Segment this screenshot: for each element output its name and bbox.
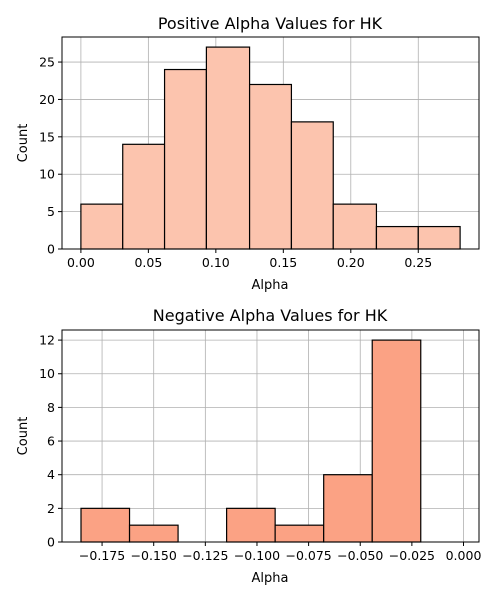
bars: [80, 46, 461, 250]
histogram-bar: [417, 225, 461, 250]
y-tick-label: 20: [39, 92, 55, 107]
x-tick-label: 0.20: [337, 255, 365, 270]
x-tick-label: −0.100: [234, 548, 280, 563]
plot-frame: [61, 36, 480, 250]
negative-alpha-histogram: Negative Alpha Values for HK Alpha Count…: [16, 306, 481, 586]
plot-frame: [61, 329, 480, 543]
chart-title: Positive Alpha Values for HK: [158, 14, 383, 33]
y-tick-label: 12: [39, 333, 55, 348]
x-tick-label: −0.075: [285, 548, 331, 563]
y-tick-label: 6: [47, 434, 55, 449]
histogram-bar: [248, 83, 293, 250]
histogram-bar: [371, 339, 422, 543]
histogram-bar: [332, 203, 378, 250]
x-tick-label: −0.025: [389, 548, 435, 563]
y-tick-label: 0: [47, 242, 55, 257]
x-axis-label: Alpha: [252, 278, 289, 293]
histogram-bar: [80, 507, 131, 543]
histogram-bar: [128, 524, 179, 543]
histogram-bar: [290, 121, 334, 250]
bars: [80, 339, 422, 543]
y-tick-label: 5: [47, 204, 55, 219]
y-tick-label: 10: [39, 366, 55, 381]
x-tick-label: −0.175: [79, 548, 125, 563]
histogram-bar: [226, 507, 276, 543]
histogram-bar: [163, 68, 207, 250]
x-axis-label: Alpha: [252, 571, 289, 586]
histogram-bar: [80, 203, 124, 250]
chart-title: Negative Alpha Values for HK: [153, 306, 388, 325]
y-axis-label: Count: [16, 417, 31, 456]
y-tick-label: 0: [47, 535, 55, 550]
histogram-bar: [323, 474, 373, 543]
x-tick-label: −0.125: [182, 548, 228, 563]
histogram-bar: [274, 524, 325, 543]
y-tick-label: 8: [47, 400, 55, 415]
y-tick-label: 4: [47, 467, 55, 482]
histogram-bar: [205, 46, 251, 250]
histogram-bar: [122, 143, 166, 250]
y-tick-label: 10: [39, 167, 55, 182]
y-tick-label: 25: [39, 55, 55, 70]
x-tick-label: 0.10: [202, 255, 230, 270]
x-tick-label: 0.15: [269, 255, 297, 270]
x-tick-label: −0.050: [337, 548, 383, 563]
positive-alpha-histogram: Positive Alpha Values for HK Alpha Count…: [16, 14, 480, 293]
y-tick-label: 2: [47, 501, 55, 516]
x-tick-label: 0.00: [67, 255, 95, 270]
y-tick-label: 15: [39, 129, 55, 144]
x-tick-label: 0.05: [134, 255, 162, 270]
x-tick-label: 0.000: [446, 548, 482, 563]
y-axis-label: Count: [16, 124, 31, 163]
histogram-bar: [375, 225, 419, 250]
x-tick-label: −0.150: [131, 548, 177, 563]
x-tick-label: 0.25: [404, 255, 432, 270]
